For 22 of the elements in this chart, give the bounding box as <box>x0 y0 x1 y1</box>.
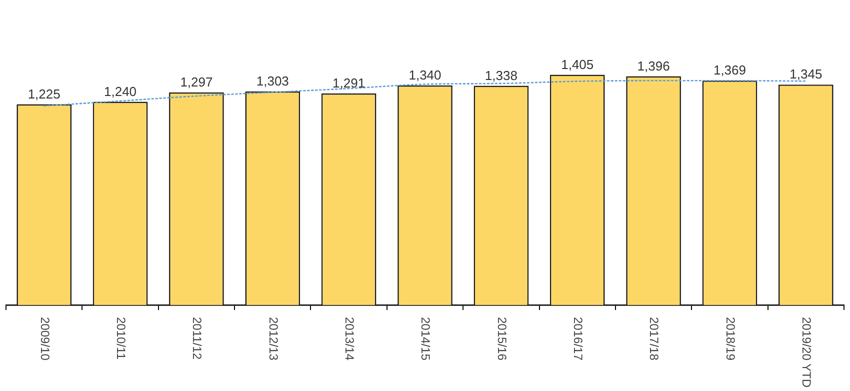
data-label: 1,297 <box>180 74 213 90</box>
x-tick-label: 2013/14 <box>342 317 357 361</box>
data-label: 1,396 <box>637 58 670 74</box>
x-tick-label: 2009/10 <box>38 317 52 361</box>
x-tick-label: 2016/17 <box>571 317 586 361</box>
data-label: 1,240 <box>104 84 137 99</box>
x-tick-label: 2017/18 <box>647 317 662 361</box>
x-tick-label: 2018/19 <box>723 317 738 361</box>
data-label: 1,303 <box>256 74 289 89</box>
data-label: 1,340 <box>408 67 442 82</box>
x-tick-label: 2012/13 <box>266 317 280 361</box>
data-label: 1,225 <box>28 86 60 102</box>
data-label: 1,345 <box>790 66 822 82</box>
x-tick-label: 2015/16 <box>494 317 509 361</box>
data-label: 1,405 <box>561 56 594 72</box>
x-tick-label: 2011/12 <box>190 317 204 360</box>
data-label: 1,291 <box>332 76 366 90</box>
x-tick-label: 2019/20 YTD <box>800 317 814 388</box>
data-label: 1,338 <box>484 68 518 83</box>
x-tick-label: 2010/11 <box>114 317 128 360</box>
x-tick-label: 2014/15 <box>418 317 433 361</box>
data-label: 1,369 <box>713 62 746 78</box>
